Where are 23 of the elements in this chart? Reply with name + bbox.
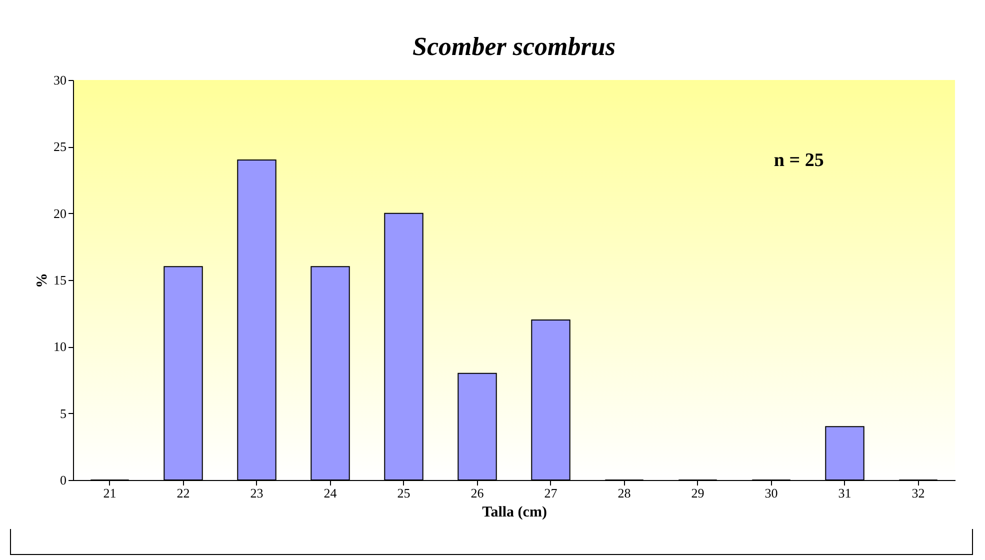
y-tick-label: 25 <box>54 139 66 154</box>
y-tick-label: 30 <box>54 72 66 88</box>
x-tick-label: 24 <box>324 486 338 500</box>
x-tick-label: 22 <box>176 486 190 500</box>
x-tick-label: 31 <box>838 486 852 500</box>
x-tick-label: 26 <box>470 486 484 500</box>
y-tick-label: 0 <box>60 472 66 488</box>
x-tick-label: 29 <box>691 486 704 500</box>
x-tick-label: 28 <box>618 486 631 500</box>
y-tick-label: 20 <box>54 206 66 221</box>
x-tick-label: 21 <box>103 486 116 500</box>
x-tick-label: 23 <box>250 486 264 500</box>
x-tick-label: 30 <box>764 486 778 500</box>
x-tick-label: 25 <box>397 486 410 500</box>
y-axis-title: % <box>34 273 50 288</box>
x-axis-title: Talla (cm) <box>482 504 547 520</box>
x-tick-label: 27 <box>544 486 558 500</box>
chart-title: Scomber scombrus <box>412 32 616 61</box>
y-tick-label: 15 <box>54 272 66 288</box>
x-tick-label: 32 <box>912 486 925 500</box>
y-tick-label: 10 <box>54 339 66 354</box>
annotation: n = 25 <box>774 150 824 171</box>
y-tick-label: 5 <box>60 406 66 421</box>
